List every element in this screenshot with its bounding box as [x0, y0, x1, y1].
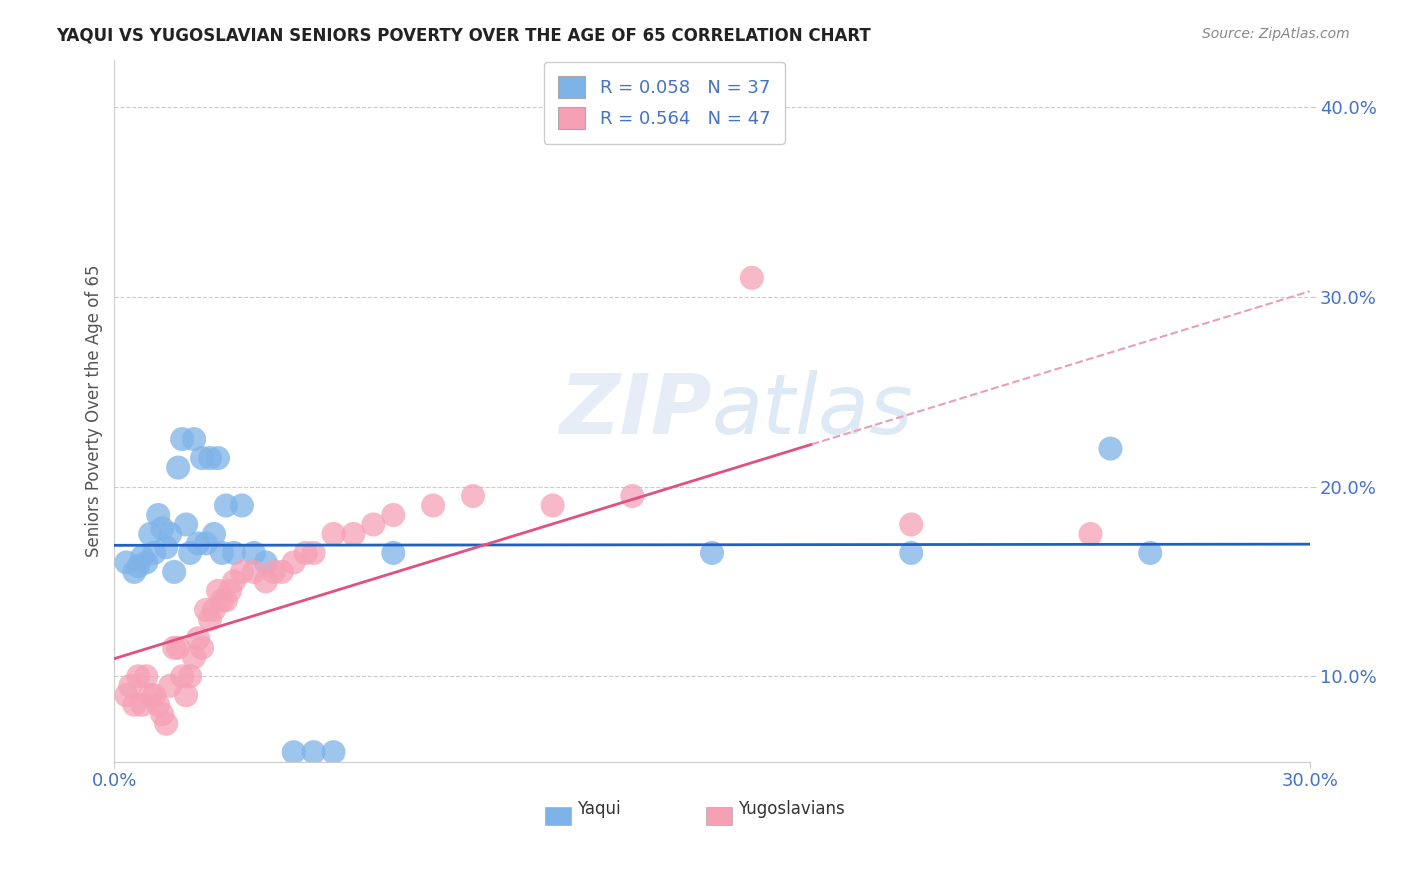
Point: [131, 549, 153, 564]
Point: [700, 546, 723, 560]
Point: [179, 669, 201, 683]
Point: [294, 546, 316, 560]
Point: [741, 270, 763, 285]
Point: [243, 565, 266, 579]
Text: ZIP: ZIP: [560, 370, 711, 451]
Point: [283, 556, 305, 570]
Point: [342, 527, 364, 541]
Point: [139, 527, 162, 541]
Point: [150, 521, 173, 535]
Point: [159, 679, 181, 693]
Point: [382, 508, 405, 522]
Point: [270, 565, 292, 579]
Point: [150, 707, 173, 722]
Point: [211, 546, 233, 560]
Point: [155, 541, 177, 555]
FancyBboxPatch shape: [706, 807, 733, 825]
Point: [215, 593, 238, 607]
Point: [191, 451, 214, 466]
Point: [139, 688, 162, 702]
Point: [621, 489, 644, 503]
Point: [131, 698, 153, 712]
Point: [422, 499, 444, 513]
FancyBboxPatch shape: [544, 807, 571, 825]
Text: Yugoslavians: Yugoslavians: [738, 800, 845, 818]
Point: [163, 640, 186, 655]
Point: [254, 556, 277, 570]
Point: [382, 546, 405, 560]
Point: [124, 698, 146, 712]
Y-axis label: Seniors Poverty Over the Age of 65: Seniors Poverty Over the Age of 65: [86, 264, 103, 557]
Point: [115, 688, 138, 702]
Point: [202, 527, 225, 541]
Point: [167, 640, 190, 655]
Text: Source: ZipAtlas.com: Source: ZipAtlas.com: [1202, 27, 1350, 41]
Point: [174, 688, 197, 702]
Point: [207, 583, 229, 598]
Point: [195, 536, 218, 550]
Point: [195, 603, 218, 617]
Point: [1080, 527, 1102, 541]
Point: [231, 499, 253, 513]
Point: [461, 489, 484, 503]
Point: [167, 460, 190, 475]
Point: [143, 546, 166, 560]
Point: [541, 499, 564, 513]
Point: [322, 527, 344, 541]
Point: [187, 632, 209, 646]
Point: [207, 451, 229, 466]
Point: [135, 669, 157, 683]
Point: [900, 546, 922, 560]
Point: [198, 451, 221, 466]
Point: [155, 716, 177, 731]
Point: [263, 565, 285, 579]
Point: [143, 688, 166, 702]
Text: atlas: atlas: [711, 370, 914, 451]
Point: [183, 432, 205, 446]
Point: [172, 432, 194, 446]
Point: [115, 556, 138, 570]
Point: [302, 745, 325, 759]
Point: [302, 546, 325, 560]
Point: [222, 546, 245, 560]
Point: [254, 574, 277, 589]
Text: YAQUI VS YUGOSLAVIAN SENIORS POVERTY OVER THE AGE OF 65 CORRELATION CHART: YAQUI VS YUGOSLAVIAN SENIORS POVERTY OVE…: [56, 27, 870, 45]
Point: [363, 517, 385, 532]
Point: [1099, 442, 1122, 456]
Point: [124, 565, 146, 579]
Point: [148, 508, 170, 522]
Point: [148, 698, 170, 712]
Point: [191, 640, 214, 655]
Point: [198, 612, 221, 626]
Point: [243, 546, 266, 560]
Point: [174, 517, 197, 532]
Point: [127, 559, 149, 574]
Point: [283, 745, 305, 759]
Point: [211, 593, 233, 607]
Point: [187, 536, 209, 550]
Point: [202, 603, 225, 617]
Point: [120, 679, 142, 693]
Point: [183, 650, 205, 665]
Point: [135, 556, 157, 570]
Point: [322, 745, 344, 759]
Point: [219, 583, 242, 598]
Point: [163, 565, 186, 579]
Point: [1139, 546, 1161, 560]
Point: [179, 546, 201, 560]
Point: [159, 527, 181, 541]
Point: [231, 565, 253, 579]
Text: Yaqui: Yaqui: [576, 800, 620, 818]
Point: [172, 669, 194, 683]
Legend: R = 0.058   N = 37, R = 0.564   N = 47: R = 0.058 N = 37, R = 0.564 N = 47: [544, 62, 785, 144]
Point: [127, 669, 149, 683]
Point: [215, 499, 238, 513]
Point: [900, 517, 922, 532]
Point: [222, 574, 245, 589]
